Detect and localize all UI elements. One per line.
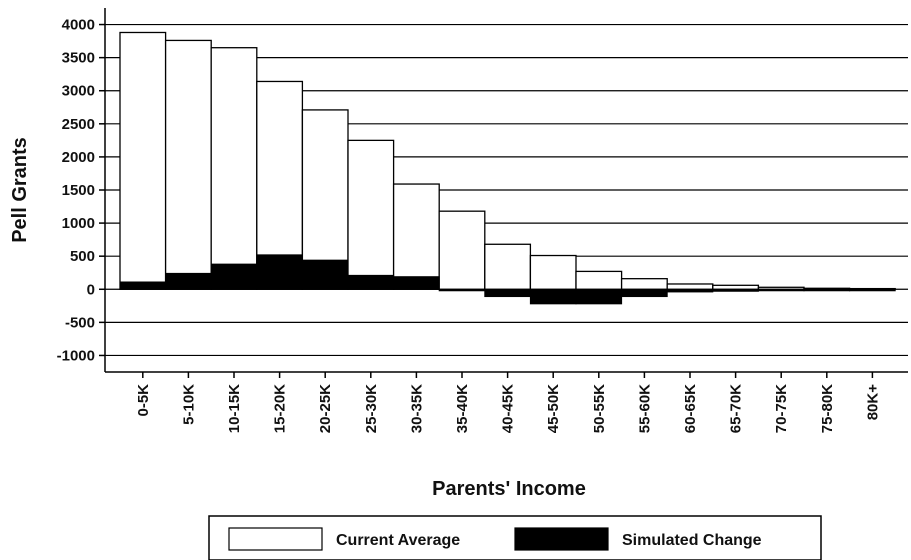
bar-current-average bbox=[438, 210, 486, 290]
bar-simulated-change bbox=[393, 276, 440, 290]
x-tick-label: 50-55K bbox=[591, 384, 608, 433]
bar-simulated-change bbox=[803, 288, 851, 292]
bar-simulated-change bbox=[210, 263, 258, 290]
bar-current-average bbox=[164, 39, 212, 290]
x-tick-label: 75-80K bbox=[819, 384, 836, 433]
bar-current-average bbox=[666, 283, 714, 290]
bar-simulated-change bbox=[438, 288, 486, 292]
x-tick-label: 60-65K bbox=[682, 384, 699, 433]
bar-simulated-change bbox=[712, 288, 759, 292]
y-tick-label: 1500 bbox=[62, 182, 95, 199]
legend-swatch-current-average bbox=[228, 527, 323, 551]
bar-current-average bbox=[301, 109, 349, 290]
bar-current-average bbox=[210, 47, 258, 290]
simulated-change-bars bbox=[119, 254, 896, 305]
y-axis-title: Pell Grants bbox=[9, 137, 31, 243]
x-tick-label: 55-60K bbox=[636, 384, 653, 433]
x-tick-label: 80K+ bbox=[864, 384, 881, 421]
y-axis-ticks: 4000 3500 3000 2500 2000 1500 1000 500 0 -500 -100… bbox=[57, 17, 105, 364]
y-tick-label: 2500 bbox=[62, 116, 95, 133]
x-tick-label: 30-35K bbox=[408, 384, 425, 433]
x-tick-label: 40-45K bbox=[500, 384, 517, 433]
x-tick-label: 70-75K bbox=[773, 384, 790, 433]
x-tick-label: 10-15K bbox=[226, 384, 243, 433]
x-tick-label: 25-30K bbox=[363, 384, 380, 433]
y-tick-label: 2000 bbox=[62, 149, 95, 166]
legend-label-current-average: Current Average bbox=[336, 532, 460, 549]
bar-current-average bbox=[347, 139, 395, 290]
x-tick-label: 20-25K bbox=[317, 384, 334, 433]
x-tick-label: 65-70K bbox=[728, 384, 745, 433]
y-tick-label: 4000 bbox=[62, 17, 95, 34]
current-average-bars bbox=[119, 31, 896, 290]
bar-simulated-change bbox=[484, 288, 531, 298]
bar-current-average bbox=[119, 31, 167, 290]
bar-current-average bbox=[529, 254, 577, 290]
y-tick-label: 1000 bbox=[62, 215, 95, 232]
bar-simulated-change bbox=[757, 288, 805, 292]
bar-simulated-change bbox=[575, 288, 623, 305]
x-tick-label: 0-5K bbox=[135, 384, 152, 417]
bar-current-average bbox=[484, 243, 532, 290]
bar-current-average bbox=[620, 278, 668, 290]
x-axis-title: Parents' Income bbox=[432, 478, 586, 500]
x-tick-label: 45-50K bbox=[545, 384, 562, 433]
bar-simulated-change bbox=[666, 288, 714, 293]
legend-label-simulated-change: Simulated Change bbox=[622, 532, 762, 549]
x-tick-label: 15-20K bbox=[272, 384, 289, 433]
x-tick-label: 35-40K bbox=[454, 384, 471, 433]
bar-simulated-change bbox=[301, 259, 349, 290]
bar-current-average bbox=[575, 270, 623, 290]
bar-simulated-change bbox=[621, 288, 668, 298]
bar-simulated-change bbox=[165, 272, 212, 290]
y-tick-label: 0 bbox=[87, 281, 95, 298]
bar-simulated-change bbox=[119, 281, 167, 290]
y-tick-label: 3500 bbox=[62, 50, 95, 67]
bar-simulated-change bbox=[347, 274, 395, 290]
legend-swatch-simulated-change bbox=[514, 527, 609, 551]
y-tick-label: -1000 bbox=[57, 347, 95, 364]
y-tick-label: -500 bbox=[65, 314, 95, 331]
bar-simulated-change bbox=[529, 288, 577, 305]
bar-simulated-change bbox=[849, 288, 896, 292]
x-axis-ticks: 0-5K 5-10K 10-15K 15-20K 20-25K 25-30K 30-35K 3… bbox=[135, 372, 881, 433]
y-tick-label: 500 bbox=[70, 248, 95, 265]
bar-current-average bbox=[392, 183, 440, 290]
x-tick-label: 5-10K bbox=[180, 384, 197, 425]
y-tick-label: 3000 bbox=[62, 83, 95, 100]
bar-simulated-change bbox=[256, 254, 303, 290]
legend: Current Average Simulated Change bbox=[208, 515, 822, 560]
bar-current-average bbox=[712, 284, 760, 290]
